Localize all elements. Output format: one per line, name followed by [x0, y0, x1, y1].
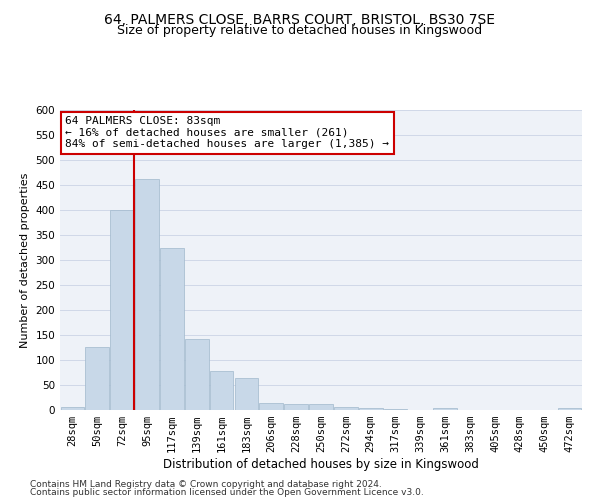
Bar	[558, 408, 581, 410]
Text: 64 PALMERS CLOSE: 83sqm
← 16% of detached houses are smaller (261)
84% of semi-d: 64 PALMERS CLOSE: 83sqm ← 16% of detache…	[65, 116, 389, 149]
Bar	[384, 408, 407, 410]
X-axis label: Distribution of detached houses by size in Kingswood: Distribution of detached houses by size …	[163, 458, 479, 471]
Bar	[334, 407, 358, 410]
Text: Contains public sector information licensed under the Open Government Licence v3: Contains public sector information licen…	[30, 488, 424, 497]
Bar	[309, 404, 333, 410]
Bar	[433, 408, 457, 410]
Bar	[359, 408, 383, 410]
Bar	[85, 346, 109, 410]
Bar	[284, 404, 308, 410]
Bar	[160, 248, 184, 410]
Y-axis label: Number of detached properties: Number of detached properties	[20, 172, 30, 348]
Bar	[110, 210, 134, 410]
Bar	[235, 378, 258, 410]
Text: Contains HM Land Registry data © Crown copyright and database right 2024.: Contains HM Land Registry data © Crown c…	[30, 480, 382, 489]
Bar	[210, 371, 233, 410]
Text: Size of property relative to detached houses in Kingswood: Size of property relative to detached ho…	[118, 24, 482, 37]
Bar	[61, 406, 84, 410]
Bar	[135, 179, 159, 410]
Bar	[259, 402, 283, 410]
Bar	[185, 338, 209, 410]
Text: 64, PALMERS CLOSE, BARRS COURT, BRISTOL, BS30 7SE: 64, PALMERS CLOSE, BARRS COURT, BRISTOL,…	[104, 12, 496, 26]
